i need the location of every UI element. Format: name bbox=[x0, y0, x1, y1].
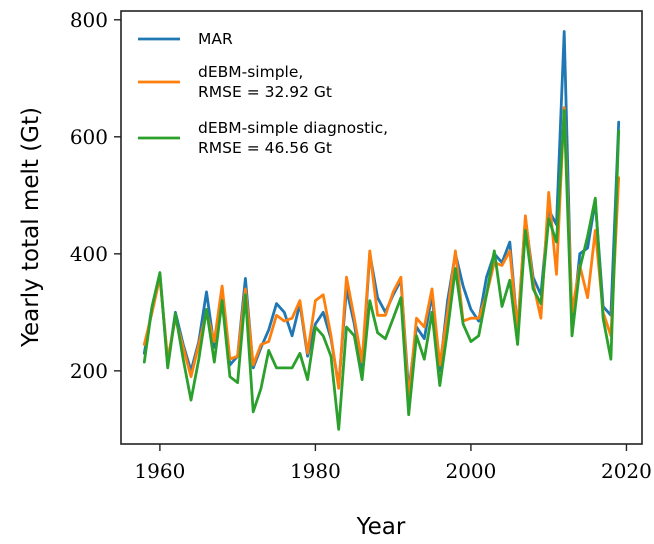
legend-label-2: RMSE = 32.92 Gt bbox=[198, 83, 332, 101]
legend-label-3: dEBM-simple diagnostic, bbox=[198, 119, 388, 137]
legend-label-3: RMSE = 46.56 Gt bbox=[198, 139, 332, 157]
x-tick-label: 2020 bbox=[601, 459, 652, 483]
legend: MAR dEBM-simple, RMSE = 32.92 Gt dEBM-simpl… bbox=[138, 30, 388, 157]
x-tick-label: 2000 bbox=[445, 459, 496, 483]
x-axis-label: Year bbox=[356, 514, 406, 540]
y-axis-label: Yearly total melt (Gt) bbox=[18, 107, 44, 348]
y-axis: 200 400 600 800 bbox=[70, 8, 121, 383]
plot-lines bbox=[142, 30, 621, 431]
x-tick-label: 1960 bbox=[134, 459, 185, 483]
y-tick-label: 200 bbox=[70, 359, 108, 383]
x-tick-label: 1980 bbox=[290, 459, 341, 483]
series-line-2 bbox=[142, 106, 621, 402]
series-line-3 bbox=[142, 109, 621, 431]
y-tick-label: 800 bbox=[70, 8, 108, 32]
legend-label-1: MAR bbox=[198, 30, 233, 48]
y-tick-label: 600 bbox=[70, 125, 108, 149]
legend-label-2: dEBM-simple, bbox=[198, 63, 303, 81]
y-tick-label: 400 bbox=[70, 242, 108, 266]
axes-frame bbox=[120, 10, 643, 445]
x-axis: 1960 1980 2000 2020 bbox=[134, 444, 652, 483]
